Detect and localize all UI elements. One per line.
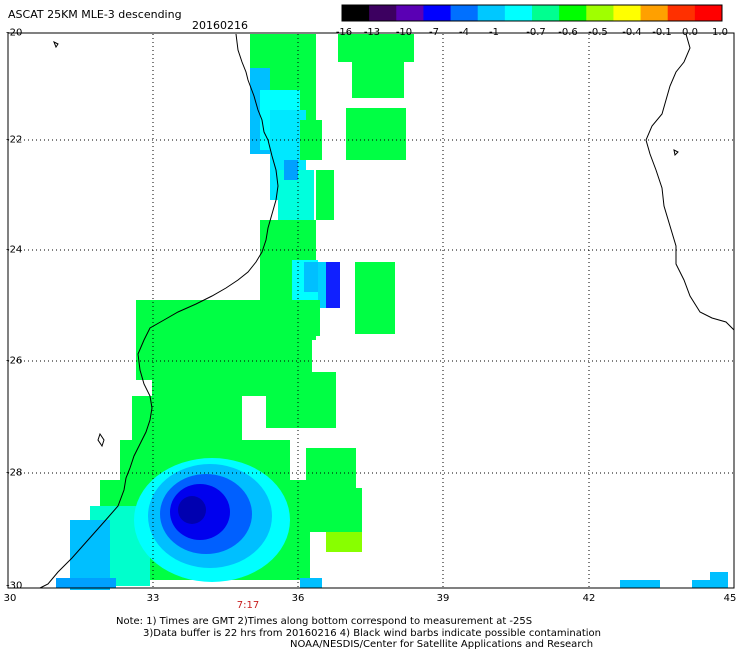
colorbar-label: -10 — [395, 27, 413, 38]
note-line-3: NOAA/NESDIS/Center for Satellite Applica… — [290, 639, 594, 650]
colorbar-label: 0.0 — [682, 27, 698, 38]
colorbar-label: -1 — [489, 27, 499, 38]
colorbar — [341, 4, 723, 22]
colorbar-swatch — [477, 5, 506, 21]
colorbar-swatch — [532, 5, 560, 21]
colorbar-swatch — [504, 5, 533, 21]
colorbar-swatch — [613, 5, 642, 21]
lon-label: 45 — [723, 593, 737, 604]
map-frame — [7, 32, 735, 589]
lat-label: -30 — [6, 580, 23, 592]
colorbar-label: 1.0 — [712, 27, 728, 38]
colorbar-label: -0.7 — [526, 27, 546, 38]
lon-label: 36 — [291, 593, 305, 604]
colorbar-label: -4 — [459, 27, 469, 38]
colorbar-label: -0.1 — [652, 27, 672, 38]
colorbar-swatch — [694, 5, 723, 21]
lat-label: -26 — [6, 355, 23, 367]
colorbar-label: -7 — [429, 27, 439, 38]
data-swath — [56, 34, 728, 590]
lat-label: -22 — [6, 134, 23, 146]
lat-label: -28 — [6, 467, 23, 479]
map-date: 20160216 — [192, 19, 248, 32]
colorbar-swatch — [396, 5, 424, 21]
colorbar-swatch — [369, 5, 397, 21]
colorbar-border — [341, 4, 723, 22]
colorbar-swatch — [423, 5, 452, 21]
colorbar-swatch — [640, 5, 669, 21]
graticule — [8, 34, 734, 588]
colorbar-label: -13 — [363, 27, 381, 38]
colorbar-swatch — [342, 5, 370, 21]
lat-label: -24 — [6, 244, 23, 256]
colorbar-swatch — [586, 5, 614, 21]
lon-label: 30 — [3, 593, 17, 604]
lon-label: 33 — [146, 593, 160, 604]
map-title: ASCAT 25KM MLE-3 descending — [8, 8, 182, 21]
colorbar-label: -0.4 — [622, 27, 642, 38]
colorbar-swatch — [559, 5, 587, 21]
lon-label: 42 — [582, 593, 596, 604]
colorbar-label: -16 — [335, 27, 353, 38]
colorbar-swatch — [450, 5, 479, 21]
note-line-2: 3)Data buffer is 22 hrs from 20160216 4)… — [143, 628, 601, 639]
colorbar-label: -0.6 — [558, 27, 578, 38]
colorbar-label: -0.5 — [588, 27, 608, 38]
lat-label: -20 — [6, 27, 23, 39]
note-line-1: Note: 1) Times are GMT 2)Times along bot… — [116, 616, 533, 627]
coastline — [39, 33, 735, 589]
lon-label: 39 — [436, 593, 450, 604]
time-label: 7:17 — [236, 600, 260, 611]
colorbar-swatch — [667, 5, 696, 21]
